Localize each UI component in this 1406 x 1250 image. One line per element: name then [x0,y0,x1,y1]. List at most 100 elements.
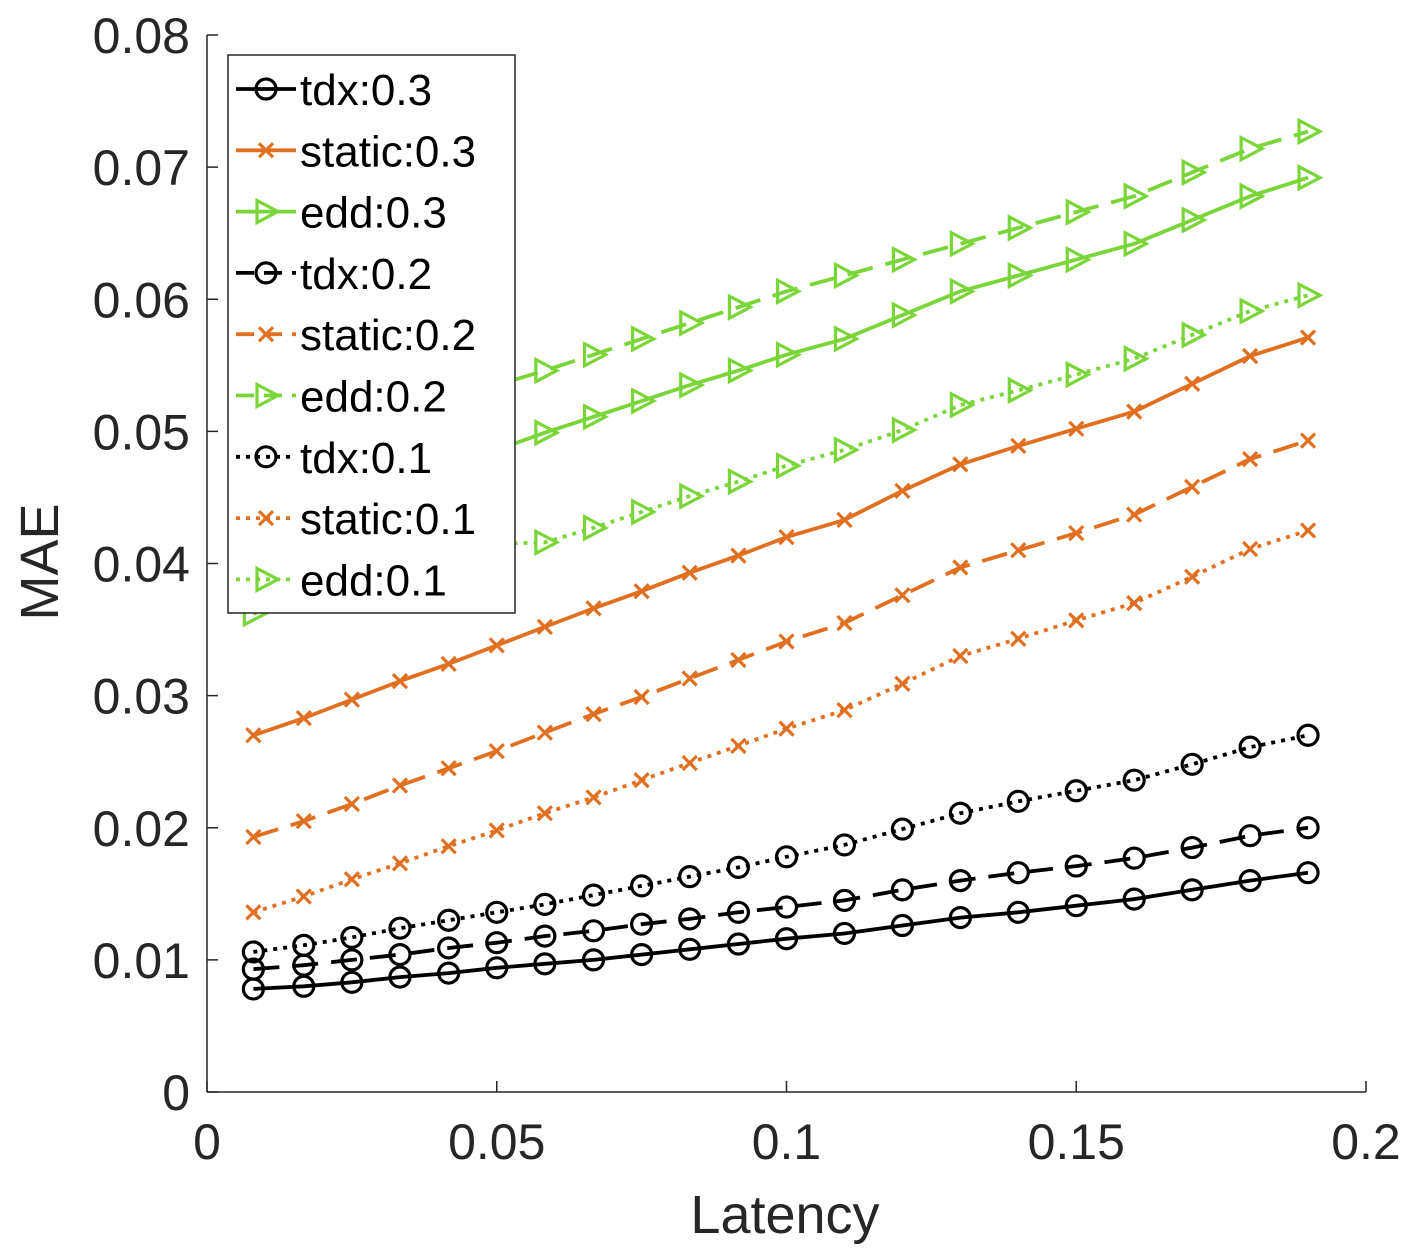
marker-stroke [295,709,312,727]
series-tdx-0-1 [241,723,1320,964]
y-tick-label: 0.07 [93,140,190,196]
data-point-marker [678,907,702,931]
legend-marker [257,326,275,343]
data-point-marker [726,900,751,924]
data-point-marker [391,672,409,690]
data-point-marker [679,309,706,337]
data-point-marker [533,924,557,948]
data-point-marker [891,416,918,444]
marker-stroke [585,600,602,617]
data-point-marker [388,965,412,989]
marker-stroke [1241,347,1259,365]
marker-stroke [730,547,747,564]
data-point-marker [833,436,860,464]
legend-label: static:0.1 [300,495,476,544]
data-point-marker [890,878,915,902]
marker-stroke [1010,630,1027,647]
series-line [253,825,1309,971]
marker-stroke [440,655,457,673]
data-point-marker [1126,595,1143,612]
data-point-marker [948,868,972,893]
data-point-marker [727,467,754,496]
marker-stroke [440,838,457,855]
marker-stroke [245,828,262,846]
legend-label: static:0.3 [300,127,476,176]
data-point-marker [679,371,706,399]
marker-stroke [1068,524,1085,542]
x-axis-title: Latency [690,1185,879,1245]
marker-stroke [836,511,853,529]
legend-label: edd:0.1 [300,556,447,605]
data-point-marker [343,871,361,888]
marker-stroke [1241,450,1259,468]
data-point-marker [633,583,650,600]
data-point-marker [1006,861,1030,885]
data-point-marker [681,564,698,581]
data-point-marker [679,482,706,510]
data-point-marker [894,587,911,604]
data-point-marker [836,702,853,719]
series-static-0-3 [245,329,1317,744]
marker-stroke [343,871,361,888]
data-point-marker [952,647,969,665]
marker-stroke [1010,437,1027,455]
data-point-marker [340,925,364,950]
x-tick-label: 0.15 [1028,1114,1125,1170]
marker-stroke [894,675,911,692]
data-point-marker [633,688,650,706]
data-point-marker [440,760,457,777]
data-point-marker [681,754,698,772]
legend-label: edd:0.3 [300,189,447,238]
marker-stroke [295,813,312,830]
legend-item: edd:0.1 [236,556,447,605]
y-tick-label: 0.01 [93,933,190,989]
marker-stroke [245,727,262,744]
data-point-marker [440,655,457,673]
data-point-marker [630,874,654,898]
data-point-marker [836,614,853,632]
data-point-marker [1126,403,1143,420]
legend-label: edd:0.2 [300,373,447,422]
data-point-marker [1239,297,1266,325]
data-point-marker [1123,345,1150,373]
data-point-marker [1010,542,1027,559]
data-point-marker [488,637,505,654]
data-point-marker [1068,524,1085,542]
data-point-marker [832,921,857,946]
marker-stroke [730,651,747,669]
data-point-marker [832,888,857,913]
y-tick-label: 0.04 [93,537,190,593]
y-tick-label: 0 [162,1065,190,1121]
data-point-marker [1064,894,1088,918]
data-point-marker [388,916,412,940]
y-tick-label: 0.03 [93,669,190,725]
marker-stroke [1010,542,1027,559]
legend-item: edd:0.3 [236,189,447,238]
legend-item: static:0.2 [236,311,476,360]
marker-stroke [1126,595,1143,612]
data-point-marker [730,547,747,564]
marker-stroke [681,670,698,687]
data-point-marker [727,293,754,321]
data-point-marker [633,772,650,789]
data-point-marker [1180,878,1204,902]
data-point-marker [582,403,609,431]
legend-marker [255,565,282,594]
data-point-marker [1007,261,1034,290]
legend-item: static:0.3 [236,127,476,176]
data-point-marker [241,940,265,964]
data-point-marker [1180,752,1204,776]
marker-stroke [633,772,650,789]
data-point-marker [1180,835,1204,860]
data-point-marker [774,845,799,869]
marker-stroke [536,618,553,636]
data-point-marker [952,559,969,576]
data-point-marker [1065,245,1092,274]
marker-stroke [1299,432,1317,449]
data-point-marker [1296,861,1320,885]
y-tick-label: 0.08 [93,8,190,64]
data-point-marker [585,705,602,723]
series-line [253,870,1309,991]
data-point-marker [534,528,561,557]
data-point-marker [585,600,602,617]
